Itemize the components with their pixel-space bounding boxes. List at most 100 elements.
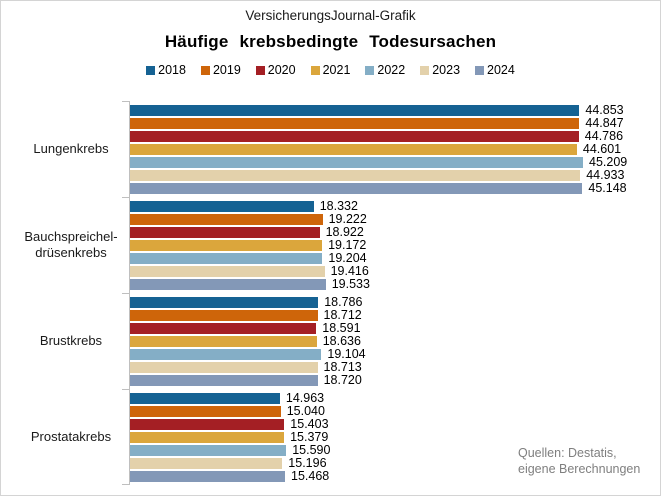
bar-2024 — [130, 279, 326, 290]
legend-marker-icon — [310, 65, 320, 75]
bar-2019 — [130, 214, 323, 225]
bar-2022 — [130, 445, 287, 456]
bar-value-label: 45.148 — [588, 181, 627, 195]
bar-value-label: 18.922 — [325, 225, 364, 239]
bar-row: 15.590 — [130, 443, 660, 457]
bar-2019 — [130, 118, 580, 129]
bar-2023 — [130, 458, 283, 469]
bar-row: 44.847 — [130, 117, 660, 130]
bar-value-label: 19.172 — [328, 238, 367, 252]
bar-group-2: 18.332 19.222 18.922 19.172 19.204 19.416 19.5… — [130, 197, 660, 293]
bar-row: 18.332 — [130, 199, 660, 213]
bar-row: 15.403 — [130, 417, 660, 431]
bar-value-label: 19.533 — [331, 277, 370, 291]
bar-row: 19.533 — [130, 277, 660, 291]
category-label-line: drüsenkrebs — [35, 245, 107, 260]
category-label: Lungenkrebs — [1, 101, 129, 197]
bar-2021 — [130, 432, 285, 443]
bar-value-label: 15.468 — [291, 469, 330, 483]
bar-2024 — [130, 183, 583, 194]
bar-value-label: 18.332 — [319, 199, 358, 213]
axis-tick — [122, 293, 129, 294]
bar-2023 — [130, 170, 581, 181]
bar-row: 15.196 — [130, 456, 660, 470]
legend-marker-icon — [200, 65, 210, 75]
legend-marker-icon — [146, 65, 156, 75]
bar-2020 — [130, 131, 579, 142]
legend-label: 2023 — [432, 63, 461, 77]
bar-value-label: 44.786 — [584, 129, 624, 143]
bar-group-4: 14.963 15.040 15.403 15.379 15.590 15.196 15.4… — [130, 389, 660, 485]
bar-value-label: 18.713 — [323, 360, 362, 374]
bar-row: 45.148 — [130, 181, 660, 195]
legend-marker-icon — [475, 65, 485, 75]
bar-2022 — [130, 349, 322, 360]
axis-tick — [122, 484, 129, 485]
bar-row: 44.786 — [130, 129, 660, 143]
bar-group-3: 18.786 18.712 18.591 18.636 19.104 18.713 18.7… — [130, 293, 660, 389]
axis-tick — [122, 101, 129, 102]
bar-2024 — [130, 471, 285, 482]
legend-label: 2021 — [322, 63, 351, 77]
legend-item-2021: 2021 — [310, 63, 351, 77]
bar-2019 — [130, 310, 318, 321]
bar-value-label: 44.601 — [582, 142, 622, 156]
bar-value-label: 18.786 — [324, 295, 363, 309]
bar-row: 45.209 — [130, 155, 660, 169]
category-label-line: Prostatakrebs — [30, 429, 112, 444]
bar-row: 19.204 — [130, 251, 660, 265]
bar-value-label: 15.403 — [290, 417, 329, 431]
bar-2024 — [130, 375, 318, 386]
source-line: Quellen: Destatis, — [518, 446, 617, 460]
category-label-line: Brustkrebs — [39, 333, 103, 348]
category-label: Brustkrebs — [1, 293, 129, 389]
bar-row: 18.636 — [130, 334, 660, 348]
bar-2023 — [130, 362, 318, 373]
legend-marker-icon — [365, 65, 375, 75]
bar-2018 — [130, 297, 319, 308]
category-label-line: Lungenkrebs — [33, 141, 109, 156]
category-label: Prostatakrebs — [1, 389, 129, 485]
source-note: Quellen: Destatis, eigene Berechnungen — [518, 445, 640, 477]
bar-value-label: 18.636 — [322, 334, 361, 348]
bar-value-label: 15.040 — [286, 404, 325, 418]
bar-value-label: 14.963 — [285, 391, 325, 405]
bar-row: 19.172 — [130, 238, 660, 252]
bar-row: 15.468 — [130, 469, 660, 483]
legend-label: 2022 — [377, 63, 406, 77]
category-axis-labels: Lungenkrebs Bauchspreichel-drüsenkrebs Bru… — [1, 101, 129, 485]
source-line: eigene Berechnungen — [518, 462, 641, 476]
bar-row: 18.712 — [130, 308, 660, 322]
bar-value-label: 15.379 — [290, 430, 329, 444]
bar-row: 18.713 — [130, 360, 660, 374]
bar-row: 44.601 — [130, 142, 660, 156]
bar-value-label: 18.591 — [322, 321, 361, 335]
legend-marker-icon — [420, 65, 430, 75]
legend: 2018 2019 2020 2021 2022 2023 2024 — [1, 63, 660, 77]
bar-value-label: 19.204 — [328, 251, 367, 265]
bar-value-label: 45.209 — [589, 155, 628, 169]
bar-group-1: 44.853 44.847 44.786 44.601 45.209 44.933 45.1… — [130, 101, 660, 197]
chart-title: Häufige krebsbedingte Todesursachen — [164, 32, 497, 51]
legend-item-2023: 2023 — [420, 63, 460, 77]
bar-2022 — [130, 253, 323, 264]
bar-row: 19.416 — [130, 264, 660, 278]
legend-label: 2018 — [158, 63, 186, 77]
bar-value-label: 15.196 — [288, 456, 327, 470]
legend-item-2020: 2020 — [255, 63, 296, 77]
bar-value-label: 18.712 — [323, 308, 362, 322]
legend-item-2022: 2022 — [365, 63, 405, 77]
bar-value-label: 44.853 — [585, 103, 624, 117]
bar-row: 19.104 — [130, 347, 660, 361]
bar-2021 — [130, 336, 317, 347]
bar-2022 — [130, 157, 583, 168]
bar-value-label: 44.933 — [586, 168, 625, 182]
chart-area: Lungenkrebs Bauchspreichel-drüsenkrebs Bru… — [1, 101, 660, 485]
bar-2019 — [130, 406, 281, 417]
bar-value-label: 15.590 — [292, 443, 331, 457]
bar-value-label: 18.720 — [323, 373, 362, 387]
bar-2023 — [130, 266, 325, 277]
bar-value-label: 19.416 — [330, 264, 369, 278]
bar-value-label: 19.104 — [327, 347, 366, 361]
